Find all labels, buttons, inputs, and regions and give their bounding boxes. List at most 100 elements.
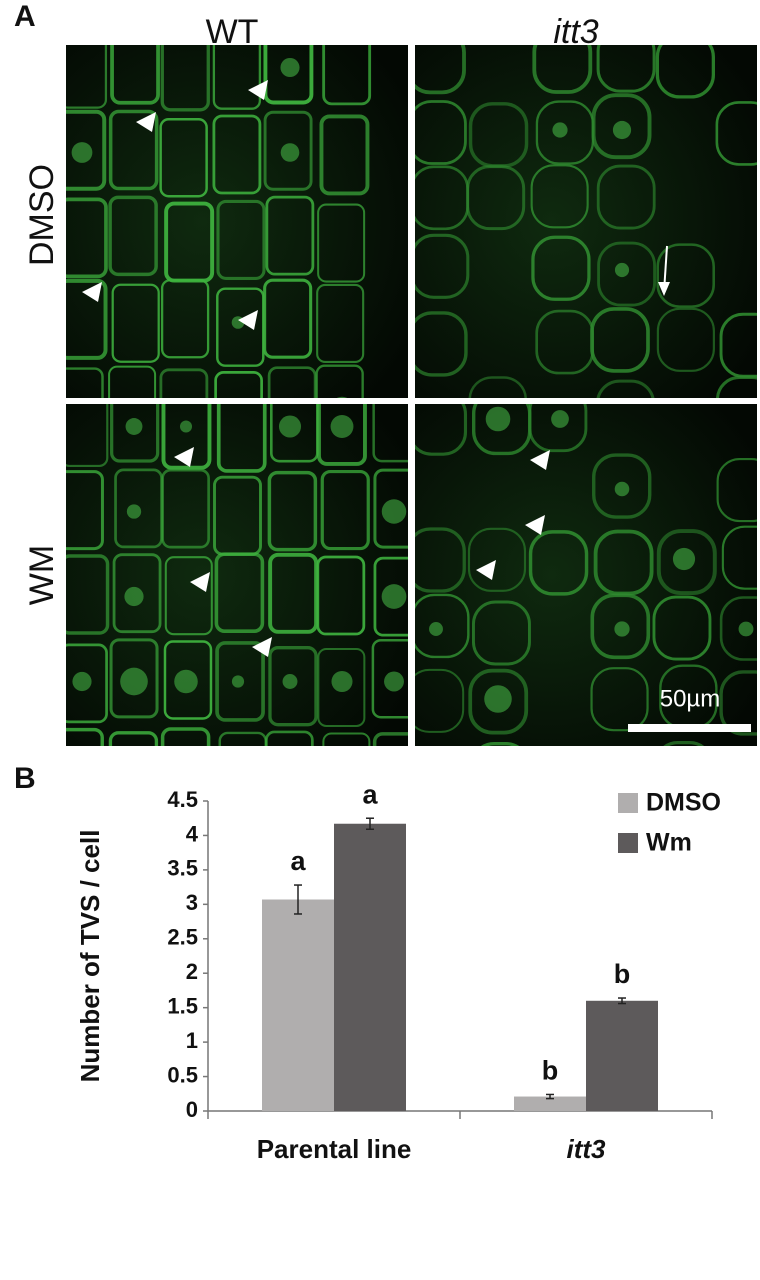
- cell: [372, 404, 408, 463]
- cell: [317, 203, 366, 283]
- vesicle: [672, 547, 696, 571]
- cell: [110, 404, 160, 463]
- cell: [715, 375, 757, 398]
- cell: [596, 379, 655, 398]
- cell: [212, 45, 262, 110]
- cell: [215, 641, 265, 722]
- cell: [66, 643, 108, 724]
- y-tick-label: 1.5: [167, 993, 198, 1018]
- scale-bar-label: 50µm: [660, 685, 721, 712]
- vesicle: [614, 621, 630, 637]
- legend-label: DMSO: [646, 789, 721, 817]
- vesicle: [125, 418, 143, 435]
- y-tick-label: 4: [186, 821, 199, 846]
- cell: [112, 553, 162, 634]
- vesicle: [282, 674, 298, 689]
- cell: [316, 283, 365, 363]
- cell: [590, 667, 649, 732]
- cell: [591, 93, 652, 160]
- bar: [262, 899, 334, 1111]
- cell: [415, 593, 470, 659]
- cell: [66, 109, 107, 191]
- vesicle: [384, 671, 404, 692]
- cell: [315, 364, 364, 398]
- cell: [468, 668, 529, 735]
- vesicle: [484, 685, 512, 713]
- cell: [267, 470, 318, 552]
- cell: [263, 110, 313, 191]
- cell: [415, 233, 470, 299]
- y-axis-label: Number of TVS / cell: [75, 830, 105, 1083]
- arrow-head: [658, 282, 670, 296]
- cell: [590, 593, 651, 660]
- micrograph: [66, 404, 408, 746]
- cell: [468, 376, 527, 398]
- significance-letter: b: [614, 959, 631, 989]
- cell: [110, 45, 160, 105]
- vesicle: [486, 757, 510, 781]
- arrowhead: [190, 572, 210, 592]
- vesicle: [280, 57, 300, 78]
- panel-label: B: [14, 762, 36, 795]
- cell: [655, 45, 715, 99]
- micrographs: [66, 45, 757, 781]
- y-tick-label: 0: [186, 1097, 198, 1122]
- cell: [265, 730, 314, 746]
- vesicle: [552, 122, 568, 138]
- cell: [263, 278, 313, 359]
- cell: [322, 45, 372, 106]
- image-bg: [66, 45, 408, 398]
- cell: [317, 647, 366, 728]
- cell: [66, 470, 104, 551]
- cell: [528, 530, 589, 596]
- arrowhead: [136, 112, 156, 132]
- cell: [216, 404, 267, 473]
- vesicle: [120, 667, 148, 696]
- cell: [415, 404, 468, 456]
- cell: [597, 241, 656, 307]
- cell: [663, 741, 705, 746]
- cell: [214, 552, 265, 633]
- cell: [66, 197, 108, 279]
- vesicle: [485, 406, 511, 432]
- arrowhead: [248, 80, 268, 100]
- cell: [109, 638, 159, 719]
- cell: [716, 458, 757, 523]
- cell: [415, 100, 467, 165]
- vesicle: [179, 420, 193, 433]
- panel-label: A: [14, 0, 36, 33]
- legend-swatch: [618, 833, 638, 853]
- x-tick-label: itt3: [567, 1134, 607, 1164]
- micrograph: [66, 45, 408, 398]
- cell: [66, 727, 104, 746]
- y-tick-label: 4.5: [167, 787, 198, 812]
- vesicle: [124, 586, 144, 607]
- arrowhead: [252, 637, 272, 657]
- vesicle: [551, 410, 569, 428]
- column-label: WT: [206, 13, 259, 51]
- significance-letter: b: [542, 1056, 559, 1086]
- cell: [66, 45, 108, 109]
- cell: [263, 45, 314, 105]
- vesicle: [612, 120, 632, 140]
- cell: [373, 468, 408, 549]
- cell: [373, 556, 408, 637]
- cell: [596, 45, 656, 93]
- cell: [268, 646, 318, 727]
- cell: [268, 552, 319, 634]
- bar: [514, 1096, 586, 1111]
- cell: [415, 668, 465, 733]
- cell: [108, 195, 158, 277]
- row-label: DMSO: [23, 164, 61, 266]
- cell: [108, 731, 159, 746]
- cell: [159, 118, 208, 198]
- cell: [530, 164, 589, 229]
- vesicle: [614, 481, 630, 497]
- cell: [214, 371, 263, 398]
- vesicle: [331, 670, 353, 693]
- cell: [528, 404, 588, 453]
- cell: [66, 404, 109, 468]
- cell: [316, 555, 366, 636]
- cell: [267, 366, 317, 398]
